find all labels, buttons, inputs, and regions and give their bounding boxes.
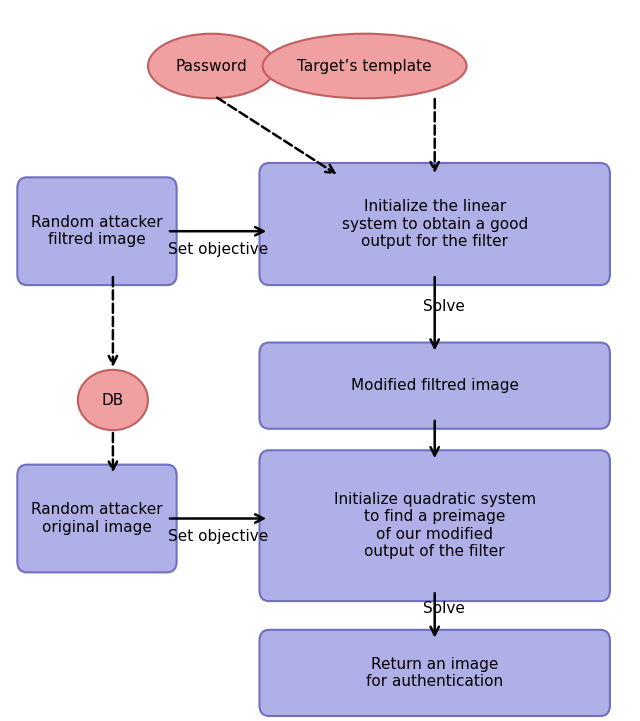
FancyBboxPatch shape xyxy=(17,464,177,572)
Text: Initialize quadratic system
to find a preimage
of our modified
output of the fil: Initialize quadratic system to find a pr… xyxy=(333,492,536,559)
FancyBboxPatch shape xyxy=(17,177,177,285)
Ellipse shape xyxy=(148,34,275,98)
FancyBboxPatch shape xyxy=(259,451,610,601)
Text: DB: DB xyxy=(102,392,124,407)
FancyBboxPatch shape xyxy=(259,163,610,285)
Text: Solve: Solve xyxy=(423,601,465,616)
Text: Target’s template: Target’s template xyxy=(298,58,432,74)
FancyBboxPatch shape xyxy=(259,342,610,429)
Text: Random attacker
filtred image: Random attacker filtred image xyxy=(31,215,163,247)
Text: Random attacker
original image: Random attacker original image xyxy=(31,503,163,535)
Text: Set objective: Set objective xyxy=(168,242,268,257)
Text: Set objective: Set objective xyxy=(168,529,268,544)
Text: Solve: Solve xyxy=(423,299,465,314)
Ellipse shape xyxy=(78,370,148,430)
Text: Modified filtred image: Modified filtred image xyxy=(351,378,518,393)
FancyBboxPatch shape xyxy=(259,630,610,716)
Text: Password: Password xyxy=(176,58,248,74)
Ellipse shape xyxy=(262,34,467,98)
Text: Initialize the linear
system to obtain a good
output for the filter: Initialize the linear system to obtain a… xyxy=(342,199,528,249)
Text: Return an image
for authentication: Return an image for authentication xyxy=(366,657,503,689)
